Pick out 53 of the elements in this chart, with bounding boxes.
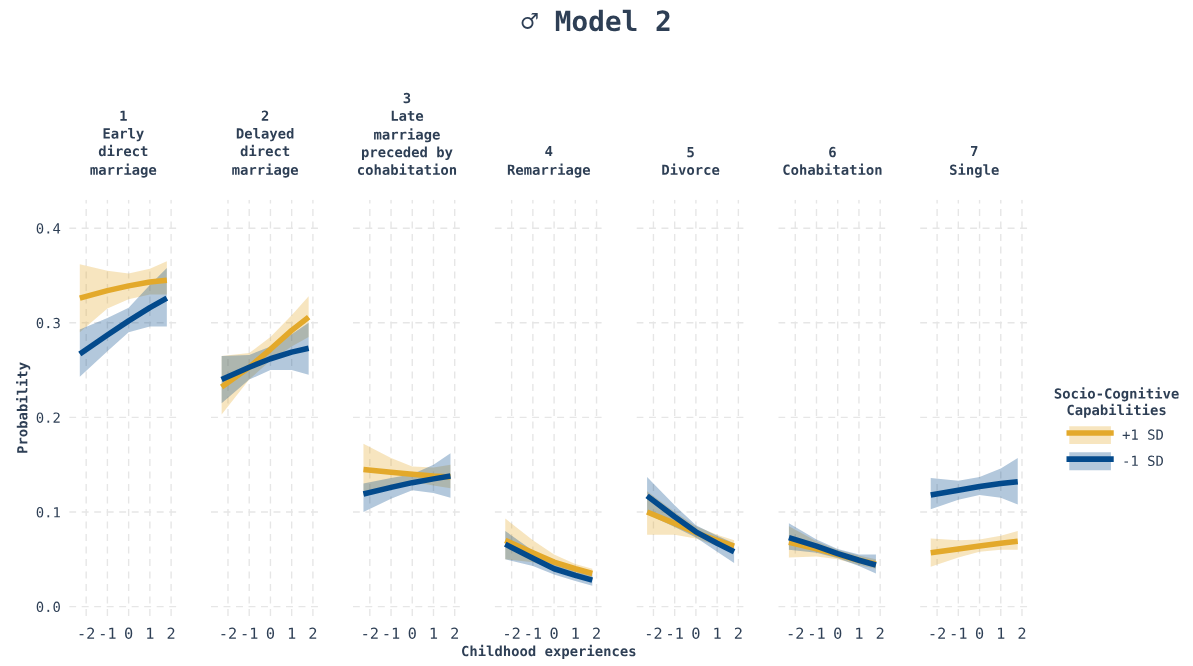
x-tick-label: -2: [930, 627, 945, 639]
y-tick-label: 0.3: [36, 317, 60, 329]
y-tick-label: 0.1: [36, 506, 60, 518]
x-tick-label: -2: [646, 627, 662, 639]
x-tick-label: 1: [572, 627, 579, 639]
text: ♂ Model 2: [521, 9, 670, 32]
x-tick-label: -2: [788, 627, 804, 639]
x-tick-label: 2: [309, 627, 317, 639]
y-tick-label: 0.4: [36, 223, 61, 234]
x-tick-label: 2: [451, 627, 459, 639]
x-tick-label: 1: [430, 627, 438, 639]
chart-title: 6 Cohabitation: [783, 146, 882, 175]
x-tick-label: -1: [809, 627, 825, 639]
x-tick-label: 1: [998, 627, 1005, 639]
x-tick-label: -1: [100, 627, 116, 639]
y-axis-title: Probability: [16, 362, 31, 453]
x-axis-title: Childhood experiences: [462, 644, 636, 659]
x-tick-label: 0: [266, 627, 275, 640]
chart-title: 7 Single: [950, 146, 999, 178]
x-tick-label: 0: [550, 627, 558, 640]
chart-title: 5 Divorce: [662, 147, 720, 175]
x-tick-label: 1: [147, 627, 154, 639]
x-tick-label: 2: [593, 627, 600, 639]
x-tick-label: -1: [242, 627, 258, 639]
chart-title: 3 Late marriage preceded by cohabitation: [357, 92, 457, 175]
x-tick-label: 2: [734, 627, 742, 639]
x-tick-label: -1: [668, 627, 683, 639]
chart-title: 4 Remarriage: [507, 146, 591, 178]
x-tick-label: -2: [363, 627, 378, 639]
x-tick-label: 0: [692, 627, 700, 640]
chart-title: 1 Early direct marriage: [90, 110, 157, 178]
legend-label: -1 SD: [1124, 455, 1163, 467]
y-tick-label: 0.2: [36, 412, 60, 423]
legend-label: +1 SD: [1122, 429, 1163, 440]
chart-title: 2 Delayed direct marriage: [232, 110, 299, 178]
x-tick-label: 0: [125, 627, 133, 640]
x-tick-label: 2: [876, 627, 884, 639]
x-tick-label: -2: [221, 627, 236, 639]
x-tick-label: -1: [384, 627, 400, 639]
x-tick-label: 2: [1018, 627, 1026, 639]
x-tick-label: 1: [288, 627, 296, 639]
x-tick-label: -2: [79, 627, 95, 639]
x-tick-label: -1: [951, 627, 967, 639]
x-tick-label: 0: [408, 627, 416, 640]
x-tick-label: 0: [834, 627, 842, 640]
legend-title: Socio-Cognitive Capabilities: [1054, 387, 1179, 418]
x-tick-label: 2: [167, 627, 175, 639]
x-tick-label: -1: [526, 627, 542, 639]
y-tick-label: 0.0: [36, 601, 60, 613]
x-tick-label: 1: [856, 627, 863, 639]
x-tick-label: 0: [975, 627, 984, 640]
x-tick-label: 1: [714, 627, 721, 639]
x-tick-label: -2: [505, 627, 520, 639]
